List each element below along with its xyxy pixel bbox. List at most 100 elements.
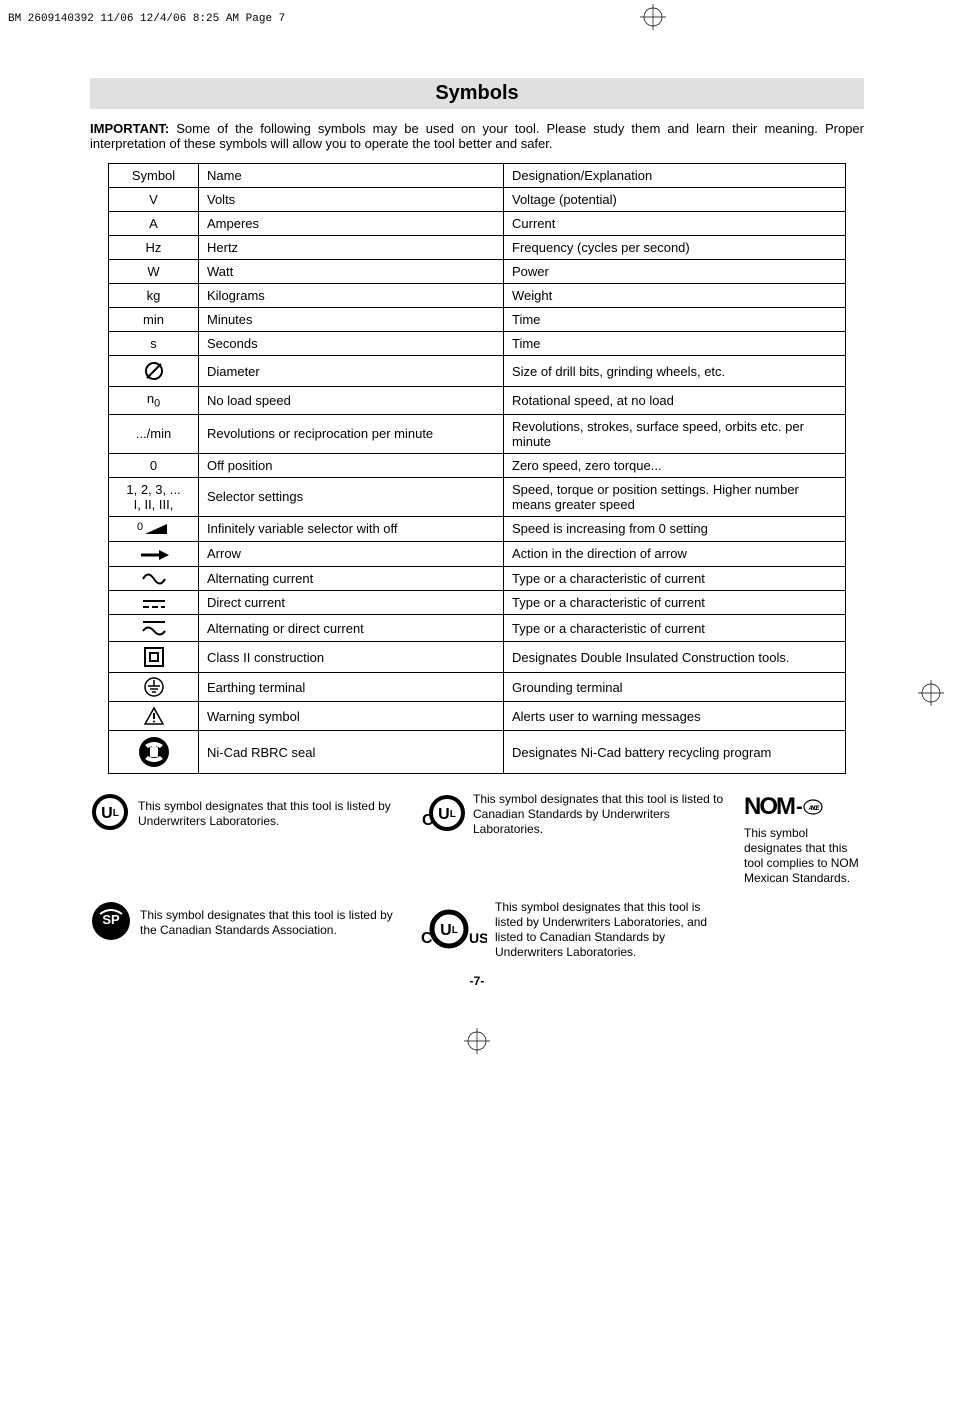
csa-text: This symbol designates that this tool is… [140, 908, 399, 938]
table-row: Alternating or direct currentType or a c… [109, 615, 846, 642]
table-row: kgKilogramsWeight [109, 284, 846, 308]
page-number: -7- [90, 974, 864, 988]
bottom-crop-mark-icon [90, 1028, 864, 1057]
description-cell: Speed is increasing from 0 setting [504, 516, 846, 542]
name-cell: Off position [199, 453, 504, 477]
symbol-cell [109, 673, 199, 702]
name-cell: Selector settings [199, 477, 504, 516]
name-cell: Direct current [199, 591, 504, 615]
description-cell: Power [504, 260, 846, 284]
section-title-band: Symbols [90, 78, 864, 109]
symbol-cell: min [109, 308, 199, 332]
description-cell: Voltage (potential) [504, 188, 846, 212]
symbols-table: SymbolNameDesignation/ExplanationVVoltsV… [108, 163, 846, 774]
table-row: AAmperesCurrent [109, 212, 846, 236]
description-cell: Type or a characteristic of current [504, 566, 846, 591]
symbol-cell [109, 591, 199, 615]
name-cell: Amperes [199, 212, 504, 236]
nom-text: This symbol designates that this tool co… [744, 826, 864, 886]
symbol-cell [109, 615, 199, 642]
symbol-cell: .../min [109, 414, 199, 453]
table-row: DiameterSize of drill bits, grinding whe… [109, 356, 846, 387]
description-cell: Zero speed, zero torque... [504, 453, 846, 477]
name-cell: Arrow [199, 542, 504, 567]
description-cell: Time [504, 332, 846, 356]
csa-icon: SP [90, 900, 132, 945]
table-row: WWattPower [109, 260, 846, 284]
table-row: .../minRevolutions or reciprocation per … [109, 414, 846, 453]
name-cell: Ni-Cad RBRC seal [199, 731, 504, 774]
nom-logo: NOM - ANCE [744, 792, 864, 822]
intro-paragraph: IMPORTANT: Some of the following symbols… [90, 121, 864, 151]
svg-text:UL: UL [101, 805, 119, 822]
description-cell: Designates Ni-Cad battery recycling prog… [504, 731, 846, 774]
description-cell: Alerts user to warning messages [504, 702, 846, 731]
name-cell: Class II construction [199, 642, 504, 673]
description-cell: Rotational speed, at no load [504, 387, 846, 415]
description-cell: Type or a characteristic of current [504, 591, 846, 615]
svg-text:UL: UL [440, 922, 458, 939]
description-cell: Type or a characteristic of current [504, 615, 846, 642]
symbol-cell [109, 566, 199, 591]
name-cell: Alternating or direct current [199, 615, 504, 642]
name-cell: No load speed [199, 387, 504, 415]
table-header-cell: Symbol [109, 164, 199, 188]
symbol-cell [109, 642, 199, 673]
name-cell: Revolutions or reciprocation per minute [199, 414, 504, 453]
symbol-cell: n0 [109, 387, 199, 415]
midpage-crop-mark-icon [918, 680, 944, 709]
cert-row-1: UL This symbol designates that this tool… [90, 792, 864, 886]
symbol-cell [109, 731, 199, 774]
name-cell: Watt [199, 260, 504, 284]
symbol-cell: A [109, 212, 199, 236]
name-cell: Alternating current [199, 566, 504, 591]
symbol-cell [109, 542, 199, 567]
symbol-cell: Hz [109, 236, 199, 260]
table-row: minMinutesTime [109, 308, 846, 332]
ul-icon: UL [90, 792, 130, 835]
table-row: ArrowAction in the direction of arrow [109, 542, 846, 567]
symbol-cell: 0 [109, 453, 199, 477]
svg-text:SP: SP [102, 912, 120, 927]
table-row: 0Off positionZero speed, zero torque... [109, 453, 846, 477]
intro-text: Some of the following symbols may be use… [90, 121, 864, 151]
table-row: Warning symbolAlerts user to warning mes… [109, 702, 846, 731]
svg-text:0: 0 [137, 521, 143, 533]
table-row: sSecondsTime [109, 332, 846, 356]
description-cell: Time [504, 308, 846, 332]
description-cell: Size of drill bits, grinding wheels, etc… [504, 356, 846, 387]
description-cell: Revolutions, strokes, surface speed, orb… [504, 414, 846, 453]
crop-mark-icon [640, 4, 666, 34]
table-row: Direct currentType or a characteristic o… [109, 591, 846, 615]
description-cell: Weight [504, 284, 846, 308]
table-row: Earthing terminalGrounding terminal [109, 673, 846, 702]
symbol-cell: 0 [109, 516, 199, 542]
table-row: 1, 2, 3, ...I, II, III,Selector settings… [109, 477, 846, 516]
table-row: Alternating currentType or a characteris… [109, 566, 846, 591]
table-header-cell: Name [199, 164, 504, 188]
symbol-cell [109, 702, 199, 731]
description-cell: Action in the direction of arrow [504, 542, 846, 567]
description-cell: Speed, torque or position settings. High… [504, 477, 846, 516]
culus-text: This symbol designates that this tool is… [495, 900, 726, 960]
ul-text: This symbol designates that this tool is… [138, 799, 399, 829]
cert-row-2: SP This symbol designates that this tool… [90, 900, 864, 960]
symbol-cell: kg [109, 284, 199, 308]
description-cell: Designates Double Insulated Construction… [504, 642, 846, 673]
table-row: 0Infinitely variable selector with offSp… [109, 516, 846, 542]
name-cell: Earthing terminal [199, 673, 504, 702]
description-cell: Frequency (cycles per second) [504, 236, 846, 260]
svg-text:UL: UL [438, 806, 456, 823]
name-cell: Warning symbol [199, 702, 504, 731]
symbol-cell [109, 356, 199, 387]
table-header-cell: Designation/Explanation [504, 164, 846, 188]
nom-label: NOM [744, 792, 794, 822]
file-header: BM 2609140392 11/06 12/4/06 8:25 AM Page… [0, 0, 954, 38]
name-cell: Seconds [199, 332, 504, 356]
intro-strong: IMPORTANT: [90, 121, 169, 136]
table-row: Ni-Cad RBRC sealDesignates Ni-Cad batter… [109, 731, 846, 774]
symbol-cell: W [109, 260, 199, 284]
table-row: n0No load speedRotational speed, at no l… [109, 387, 846, 415]
symbol-cell: s [109, 332, 199, 356]
svg-text:ANCE: ANCE [807, 806, 820, 812]
